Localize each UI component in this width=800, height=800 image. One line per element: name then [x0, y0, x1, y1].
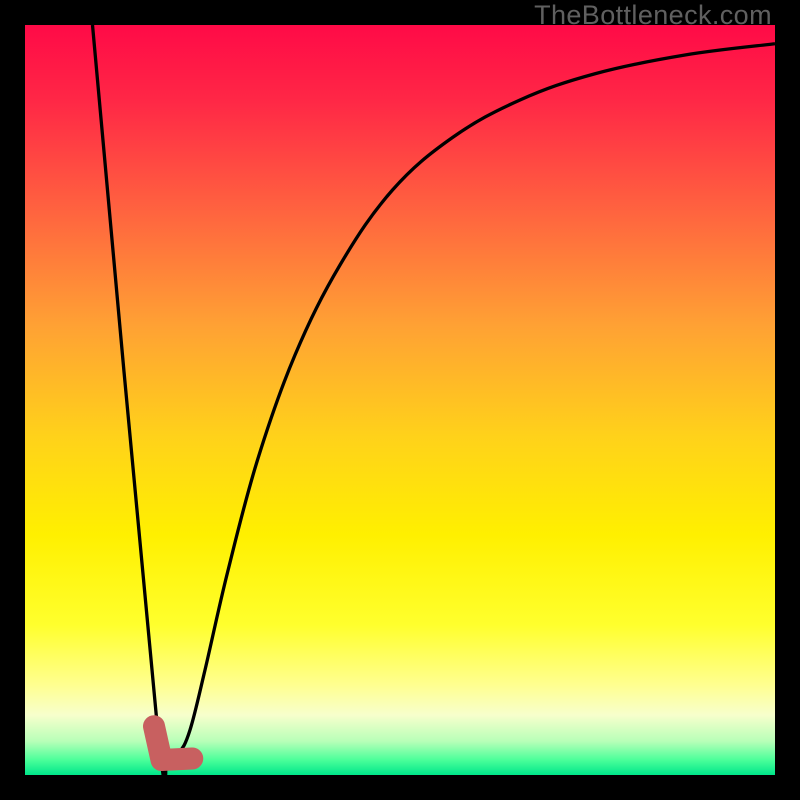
watermark-text: TheBottleneck.com [534, 0, 772, 31]
bottleneck-curve-chart [0, 0, 800, 800]
plot-background [25, 25, 775, 775]
chart-root: TheBottleneck.com [0, 0, 800, 800]
